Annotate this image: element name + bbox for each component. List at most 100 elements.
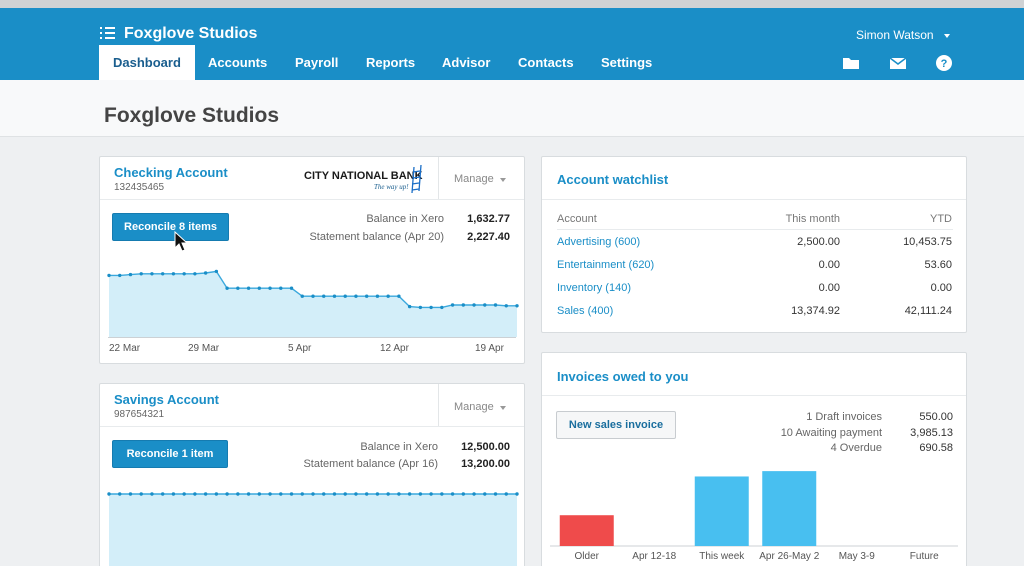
savings-balance-point (483, 492, 487, 496)
watchlist-account-link[interactable]: Advertising (600) (557, 236, 641, 248)
city-national-bank-logo: CITY NATIONAL BANK The way up! (304, 164, 423, 194)
menu-icon[interactable] (100, 26, 116, 40)
checking-balance-point (246, 286, 251, 290)
top-navigation-bar: Foxglove Studios Simon Watson Dashboard … (0, 8, 1024, 80)
tab-accounts[interactable]: Accounts (208, 55, 268, 70)
category-label: Apr 26-May 2 (759, 551, 819, 562)
checking-balance-point (375, 294, 380, 298)
checking-manage-menu[interactable]: Manage (454, 173, 494, 185)
savings-balance-point (236, 492, 240, 496)
checking-balance-point (515, 304, 519, 308)
savings-account-title[interactable]: Savings Account (114, 392, 219, 407)
checking-balance-point (343, 294, 347, 298)
checking-balance-point (461, 303, 466, 307)
watchlist-account-link[interactable]: Sales (400) (557, 305, 614, 317)
checking-balance-point (128, 272, 133, 277)
folder-icon[interactable] (842, 54, 860, 72)
checking-balance-xero-label: Balance in Xero (366, 213, 444, 225)
tab-reports[interactable]: Reports (366, 55, 416, 70)
column-header-ytd: YTD (930, 213, 952, 225)
watchlist-title[interactable]: Account watchlist (557, 172, 669, 187)
user-menu[interactable]: Simon Watson (856, 28, 934, 42)
watchlist-ytd-value: 0.00 (930, 282, 952, 294)
invoices-title[interactable]: Invoices owed to you (557, 369, 689, 384)
invoice-summary-link[interactable]: 10 Awaiting payment (780, 427, 882, 439)
invoice-summary-value: 550.00 (919, 411, 953, 423)
savings-reconcile-button[interactable]: Reconcile 1 item (112, 440, 228, 468)
header-divider (438, 384, 439, 426)
column-header-this-month: This month (785, 213, 840, 225)
savings-account-card: Savings Account 987654321 Manage Reconci… (99, 383, 525, 566)
checking-balance-chart (107, 269, 519, 337)
checking-balance-xero-value: 1,632.77 (467, 213, 510, 225)
invoice-summary-link[interactable]: 4 Overdue (830, 442, 882, 454)
checking-balance-point (354, 294, 358, 298)
checking-balance-point (483, 303, 487, 307)
savings-balance-point (322, 492, 326, 496)
checking-balance-point (407, 304, 412, 309)
savings-balance-point (150, 492, 154, 496)
savings-balance-point (493, 492, 498, 496)
checking-balance-point (472, 303, 476, 307)
bar-older (559, 515, 614, 546)
tab-dashboard[interactable]: Dashboard (99, 45, 195, 80)
checking-balance-point (450, 303, 455, 307)
card-divider (542, 199, 966, 200)
help-icon[interactable]: ? (935, 54, 953, 72)
checking-balance-point (118, 273, 122, 278)
savings-account-number: 987654321 (114, 409, 165, 420)
organisation-name[interactable]: Foxglove Studios (124, 25, 258, 42)
tab-contacts[interactable]: Contacts (518, 55, 574, 70)
checking-reconcile-button[interactable]: Reconcile 8 items (112, 213, 229, 241)
savings-balance-point (279, 492, 283, 496)
watchlist-ytd-value: 42,111.24 (904, 305, 952, 317)
chevron-down-icon[interactable] (500, 406, 506, 410)
savings-balance-point (225, 492, 229, 496)
checking-balance-point (322, 294, 326, 298)
savings-balance-point (472, 492, 476, 496)
checking-statement-value: 2,227.40 (467, 231, 510, 243)
savings-balance-area (109, 494, 517, 566)
checking-balance-point (493, 303, 498, 307)
checking-balance-point (418, 305, 423, 310)
checking-balance-point (150, 272, 154, 276)
savings-balance-point (214, 492, 219, 496)
new-sales-invoice-button[interactable]: New sales invoice (556, 411, 676, 439)
checking-balance-area (109, 271, 517, 337)
watchlist-month-value: 0.00 (818, 282, 840, 294)
mail-icon[interactable] (889, 54, 907, 72)
chevron-down-icon[interactable] (944, 34, 950, 38)
savings-balance-point (461, 492, 466, 496)
chevron-down-icon[interactable] (500, 178, 506, 182)
checking-balance-point (171, 272, 176, 276)
invoice-summary-link[interactable]: 1 Draft invoices (806, 411, 882, 423)
checking-statement-label: Statement balance (Apr 20) (309, 231, 444, 243)
checking-balance-point (397, 294, 401, 298)
savings-balance-point (128, 492, 133, 496)
savings-balance-point (257, 492, 262, 496)
tab-settings[interactable]: Settings (601, 55, 653, 70)
savings-balance-point (182, 492, 186, 496)
page-title: Foxglove Studios (104, 104, 280, 127)
checking-balance-point (440, 305, 444, 310)
checking-account-title[interactable]: Checking Account (114, 165, 228, 180)
savings-balance-point (407, 492, 412, 496)
chart-baseline (108, 337, 516, 338)
savings-balance-point (139, 492, 143, 496)
bank-logo-text: CITY NATIONAL BANK (304, 170, 423, 182)
tab-advisor[interactable]: Advisor (442, 55, 491, 70)
checking-balance-point (214, 269, 219, 274)
table-header-divider (557, 229, 953, 230)
savings-balance-point (203, 492, 208, 496)
invoice-summary-value: 690.58 (919, 442, 953, 454)
watchlist-account-link[interactable]: Entertainment (620) (557, 259, 655, 271)
watchlist-account-link[interactable]: Inventory (140) (557, 282, 631, 294)
savings-statement-value: 13,200.00 (461, 458, 510, 470)
savings-balance-point (440, 492, 444, 496)
savings-manage-menu[interactable]: Manage (454, 401, 494, 413)
savings-balance-point (354, 492, 358, 496)
x-axis-label: 5 Apr (288, 343, 312, 354)
tab-payroll[interactable]: Payroll (295, 55, 339, 70)
checking-balance-point (193, 272, 197, 276)
card-divider (542, 395, 966, 396)
